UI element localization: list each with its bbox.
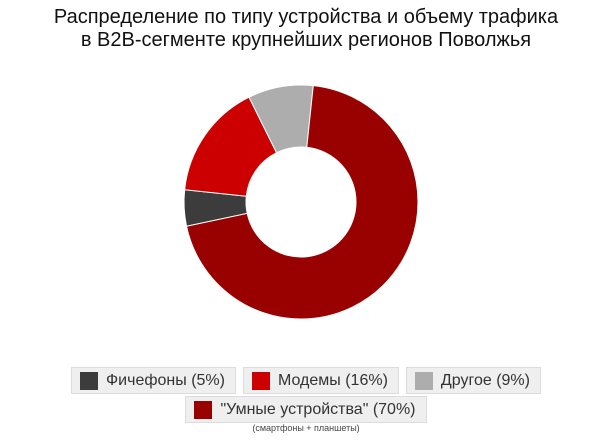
legend-row-2: "Умные устройства" (70%) (0, 396, 612, 423)
donut-slice-modems[interactable] (184, 96, 278, 197)
legend-label-other: Другое (9%) (440, 371, 530, 389)
chart-title: Распределение по типу устройства и объем… (0, 6, 612, 52)
chart-title-line-1: Распределение по типу устройства и объем… (53, 6, 559, 28)
donut-slice-smart-devices[interactable] (185, 85, 419, 320)
legend-note: (смартфоны + планшеты) (252, 423, 360, 433)
legend-item-smart-devices[interactable]: "Умные устройства" (70%) (185, 396, 427, 423)
legend-swatch-featurephones (80, 371, 99, 390)
legend-label-smart-devices: "Умные устройства" (70%) (220, 400, 416, 418)
legend-row-1: Фичефоны (5%) Модемы (16%) Другое (9%) (0, 367, 612, 394)
legend-swatch-other (414, 371, 433, 390)
legend-swatch-smart-devices (194, 400, 213, 419)
legend-item-featurephones[interactable]: Фичефоны (5%) (71, 367, 236, 394)
donut-slices (183, 84, 419, 320)
legend-label-modems: Модемы (16%) (277, 371, 388, 389)
legend-item-modems[interactable]: Модемы (16%) (242, 367, 399, 394)
chart-title-line-2: в B2B-сегменте крупнейших регионов Повол… (80, 29, 532, 51)
legend-label-featurephones: Фичефоны (5%) (106, 371, 225, 389)
legend-item-other[interactable]: Другое (9%) (405, 367, 541, 394)
legend-swatch-modems (251, 371, 270, 390)
